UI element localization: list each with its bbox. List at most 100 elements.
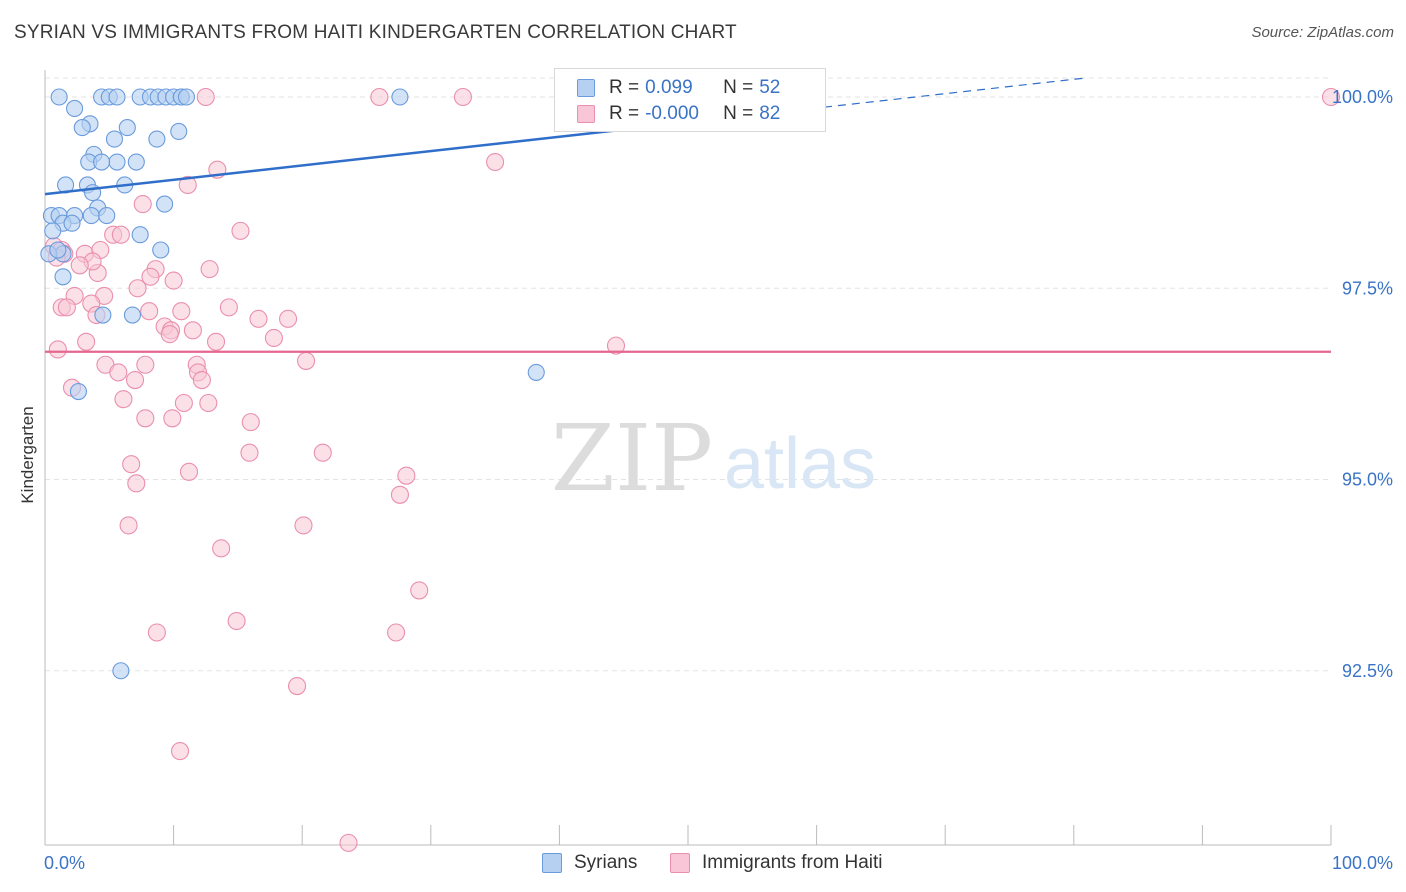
series-legend: Syrians Immigrants from Haiti bbox=[0, 852, 1406, 878]
data-point-haiti bbox=[241, 413, 260, 432]
data-point-haiti bbox=[313, 443, 332, 462]
data-point-haiti bbox=[206, 332, 226, 351]
data-point-syrians bbox=[112, 662, 130, 680]
legend-swatch-pink bbox=[670, 853, 690, 873]
data-point-syrians bbox=[127, 153, 145, 171]
legend-swatch-blue bbox=[542, 853, 562, 873]
data-point-haiti bbox=[57, 298, 76, 317]
source-credit: Source: ZipAtlas.com bbox=[1251, 24, 1394, 41]
data-point-haiti bbox=[288, 676, 307, 696]
legend-n-label: N = bbox=[723, 77, 754, 98]
data-point-haiti bbox=[170, 742, 190, 761]
data-point-haiti bbox=[128, 279, 147, 298]
data-point-haiti bbox=[279, 309, 298, 328]
data-point-haiti bbox=[264, 328, 283, 348]
data-point-syrians bbox=[69, 382, 87, 401]
data-point-haiti bbox=[164, 271, 183, 290]
data-point-haiti bbox=[249, 309, 268, 328]
legend-r-label: R = bbox=[609, 77, 640, 98]
data-point-haiti bbox=[70, 256, 89, 275]
data-point-syrians bbox=[131, 226, 149, 244]
legend-r-label: R = bbox=[609, 103, 640, 124]
data-point-syrians bbox=[123, 306, 141, 324]
data-point-haiti bbox=[109, 363, 128, 382]
data-point-haiti bbox=[486, 152, 505, 172]
data-point-haiti bbox=[133, 195, 152, 214]
data-point-haiti bbox=[390, 485, 409, 504]
data-point-haiti bbox=[77, 332, 96, 351]
data-point-syrians bbox=[152, 241, 170, 259]
data-point-haiti bbox=[122, 455, 141, 474]
data-point-haiti bbox=[172, 302, 191, 321]
data-point-syrians bbox=[54, 268, 72, 286]
data-point-haiti bbox=[410, 581, 429, 600]
data-point-syrians bbox=[148, 130, 166, 148]
data-point-haiti bbox=[339, 833, 358, 852]
data-point-syrians bbox=[98, 207, 116, 225]
y-tick-label: 92.5% bbox=[1342, 661, 1393, 681]
x-tick-label: 100.0% bbox=[1332, 853, 1393, 873]
data-point-haiti bbox=[227, 611, 246, 631]
data-point-haiti bbox=[111, 225, 130, 244]
data-point-haiti bbox=[127, 474, 146, 493]
data-point-haiti bbox=[199, 393, 218, 413]
legend-n-value: 82 bbox=[759, 103, 781, 124]
watermark-atlas: atlas bbox=[724, 424, 876, 504]
data-point-haiti bbox=[192, 370, 211, 390]
legend-label-haiti: Immigrants from Haiti bbox=[702, 852, 883, 873]
data-point-haiti bbox=[48, 340, 67, 359]
data-point-haiti bbox=[200, 260, 219, 279]
data-point-syrians bbox=[82, 207, 100, 225]
data-point-haiti bbox=[136, 409, 155, 428]
tick-labels: 92.5% 95.0% 97.5% 100.0% 0.0% 100.0% bbox=[44, 87, 1393, 873]
data-point-syrians bbox=[156, 195, 174, 213]
data-point-haiti bbox=[114, 390, 133, 409]
data-point-syrians bbox=[93, 153, 111, 171]
legend-item-haiti[interactable]: Immigrants from Haiti bbox=[670, 852, 883, 874]
data-point-syrians bbox=[391, 88, 409, 106]
data-point-syrians bbox=[118, 119, 136, 137]
data-point-haiti bbox=[397, 466, 416, 485]
data-point-haiti bbox=[179, 462, 199, 481]
y-tick-label: 97.5% bbox=[1342, 278, 1393, 298]
data-point-haiti bbox=[1321, 87, 1341, 107]
data-point-syrians bbox=[170, 122, 188, 140]
data-point-syrians bbox=[49, 241, 67, 259]
legend-item-syrians[interactable]: Syrians bbox=[542, 852, 637, 874]
data-point-syrians bbox=[44, 222, 62, 240]
data-point-haiti bbox=[370, 87, 389, 107]
data-point-haiti bbox=[119, 516, 138, 535]
y-tick-label: 95.0% bbox=[1342, 470, 1393, 490]
data-point-haiti bbox=[294, 516, 313, 535]
data-point-haiti bbox=[160, 325, 179, 344]
data-point-haiti bbox=[606, 336, 626, 355]
data-point-haiti bbox=[240, 443, 259, 462]
legend-row-syrians: R = 0.099 N = 52 bbox=[577, 76, 823, 100]
data-point-haiti bbox=[387, 623, 406, 642]
data-point-haiti bbox=[178, 175, 197, 195]
data-point-syrians bbox=[108, 153, 126, 171]
watermark-zip: ZIP bbox=[551, 405, 713, 512]
chart-title: SYRIAN VS IMMIGRANTS FROM HAITI KINDERGA… bbox=[14, 22, 737, 43]
legend-r-value: -0.000 bbox=[645, 103, 699, 124]
data-point-haiti bbox=[219, 298, 238, 317]
legend-n-value: 52 bbox=[759, 77, 781, 98]
data-point-syrians bbox=[50, 88, 68, 106]
legend-n-label: N = bbox=[723, 103, 754, 124]
legend-r-value: 0.099 bbox=[645, 77, 693, 98]
watermark: ZIP atlas bbox=[551, 405, 876, 512]
data-point-syrians bbox=[177, 88, 196, 106]
data-point-haiti bbox=[163, 409, 182, 428]
data-point-haiti bbox=[136, 355, 155, 374]
data-point-syrians bbox=[73, 119, 91, 137]
data-point-syrians bbox=[527, 363, 545, 381]
gridlines bbox=[45, 77, 1331, 672]
data-point-haiti bbox=[453, 87, 473, 107]
data-point-haiti bbox=[212, 539, 231, 558]
data-point-haiti bbox=[196, 87, 215, 107]
legend-label-syrians: Syrians bbox=[574, 852, 638, 873]
legend-swatch-blue bbox=[577, 79, 595, 97]
data-point-syrians bbox=[108, 88, 126, 106]
data-point-syrians bbox=[63, 214, 81, 232]
